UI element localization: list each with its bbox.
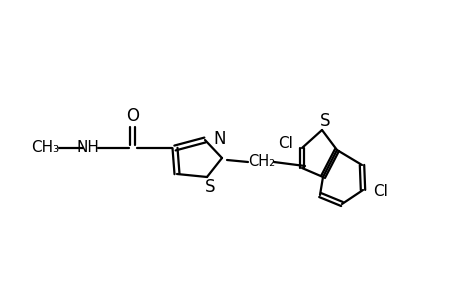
- Text: O: O: [126, 107, 139, 125]
- Text: Cl: Cl: [373, 184, 387, 200]
- Text: S: S: [319, 112, 330, 130]
- Text: S: S: [204, 178, 215, 196]
- Text: NH: NH: [76, 140, 99, 155]
- Text: Cl: Cl: [278, 136, 293, 152]
- Text: N: N: [213, 130, 225, 148]
- Text: CH₂: CH₂: [248, 154, 275, 169]
- Text: CH₃: CH₃: [31, 140, 59, 155]
